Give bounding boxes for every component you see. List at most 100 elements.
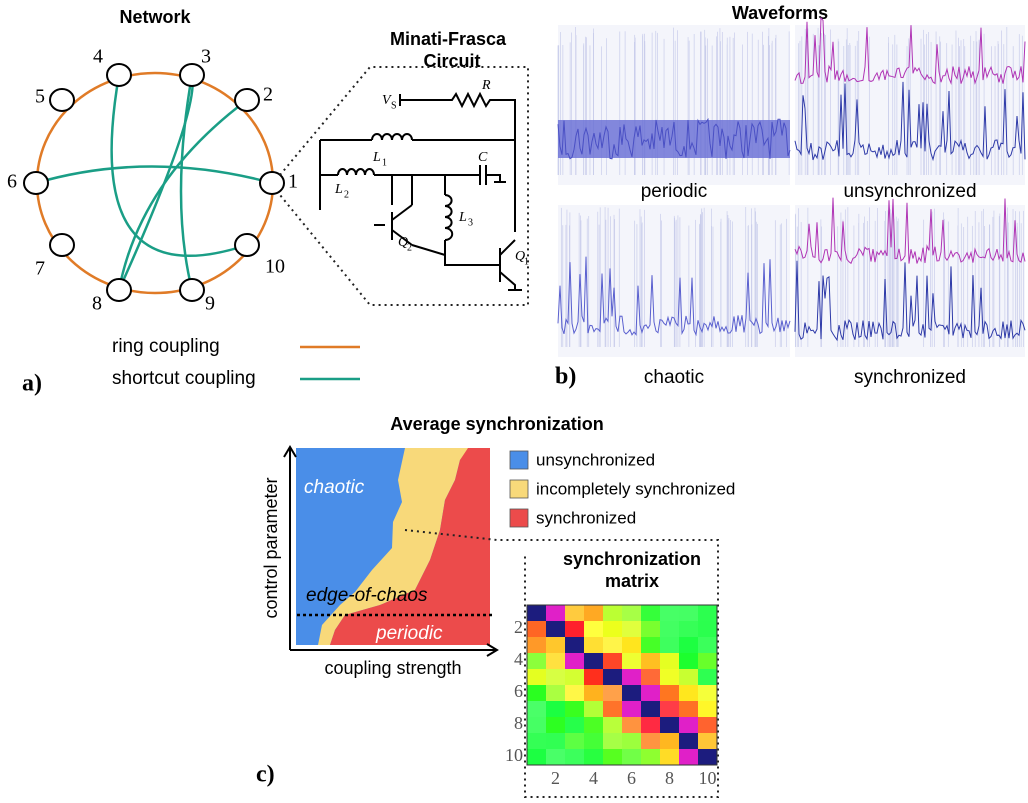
node-label: 8 — [92, 293, 102, 315]
circuit-wire — [392, 205, 412, 220]
component-subscript: 2 — [407, 242, 412, 253]
matrix-cell — [584, 621, 604, 638]
matrix-cell — [546, 717, 566, 734]
matrix-tick: 8 — [665, 768, 674, 788]
matrix-cell — [603, 605, 623, 622]
network-title: Network — [119, 7, 191, 27]
matrix-cell — [698, 653, 718, 670]
matrix-cell — [584, 733, 604, 750]
matrix-tick: 6 — [514, 681, 523, 701]
circuit-wire — [486, 175, 500, 182]
waveform-caption: chaotic — [644, 367, 704, 388]
node — [180, 279, 204, 301]
matrix-cell — [641, 701, 661, 718]
matrix-cell — [622, 605, 642, 622]
node — [50, 89, 74, 111]
panel-label: a) — [22, 371, 42, 397]
region-label: edge-of-chaos — [306, 585, 428, 606]
matrix-cell — [622, 701, 642, 718]
matrix-cell — [641, 605, 661, 622]
waveforms-title: Waveforms — [732, 3, 828, 23]
node — [24, 172, 48, 194]
matrix-cell — [546, 653, 566, 670]
inductor — [445, 195, 452, 240]
legend-label: synchronized — [536, 508, 636, 527]
matrix-cell — [546, 749, 566, 766]
inductor — [338, 169, 374, 175]
node-label: 7 — [35, 258, 45, 280]
matrix-tick: 4 — [514, 649, 523, 669]
matrix-cell — [641, 733, 661, 750]
matrix-cell — [660, 685, 680, 702]
node — [107, 279, 131, 301]
matrix-cell — [641, 669, 661, 686]
axis-label: control parameter — [261, 477, 281, 618]
matrix-tick: 4 — [589, 768, 598, 788]
matrix-cell — [527, 749, 547, 766]
legend-swatch — [510, 480, 528, 498]
matrix-cell — [622, 685, 642, 702]
panel-label: b) — [555, 364, 576, 390]
matrix-cell — [679, 701, 699, 718]
matrix-cell — [698, 701, 718, 718]
matrix-cell — [698, 733, 718, 750]
zoom-outline — [280, 67, 528, 305]
matrix-cell — [660, 717, 680, 734]
node-label: 4 — [93, 46, 103, 68]
matrix-cell — [679, 637, 699, 654]
matrix-cell — [641, 621, 661, 638]
matrix-cell — [698, 605, 718, 622]
matrix-cell — [641, 717, 661, 734]
matrix-tick: 10 — [699, 768, 717, 788]
waveform-caption: periodic — [641, 181, 708, 202]
matrix-cell — [660, 621, 680, 638]
matrix-cell — [622, 749, 642, 766]
waveform-caption: synchronized — [854, 367, 966, 388]
matrix-tick: 2 — [514, 617, 523, 637]
matrix-cell — [622, 621, 642, 638]
matrix-cell — [660, 701, 680, 718]
matrix-cell — [565, 733, 585, 750]
component-symbol: L — [458, 210, 467, 225]
matrix-cell — [622, 637, 642, 654]
matrix-cell — [565, 685, 585, 702]
matrix-cell — [660, 733, 680, 750]
matrix-cell — [527, 637, 547, 654]
matrix-cell — [527, 733, 547, 750]
matrix-cell — [546, 637, 566, 654]
matrix-title: matrix — [605, 571, 659, 591]
matrix-cell — [584, 717, 604, 734]
region-label: chaotic — [304, 477, 365, 498]
matrix-title: synchronization — [563, 549, 701, 569]
node — [107, 64, 131, 86]
node — [235, 89, 259, 111]
inductor — [372, 134, 412, 140]
matrix-cell — [527, 685, 547, 702]
matrix-cell — [660, 669, 680, 686]
circuit-wire — [445, 240, 500, 265]
matrix-cell — [698, 621, 718, 638]
matrix-cell — [527, 717, 547, 734]
matrix-cell — [698, 637, 718, 654]
component-symbol: C — [478, 150, 488, 165]
matrix-tick: 6 — [627, 768, 636, 788]
matrix-cell — [603, 637, 623, 654]
matrix-cell — [679, 605, 699, 622]
axis-label: coupling strength — [324, 658, 461, 678]
matrix-cell — [622, 653, 642, 670]
legend-label: incompletely synchronized — [536, 479, 735, 498]
component-subscript: S — [391, 100, 397, 111]
panel-label: c) — [256, 762, 275, 788]
circuit-wire — [500, 240, 515, 255]
matrix-cell — [622, 733, 642, 750]
matrix-cell — [603, 621, 623, 638]
circuit-wire — [500, 272, 515, 290]
sync-title: Average synchronization — [390, 414, 603, 434]
matrix-cell — [584, 669, 604, 686]
node-label: 10 — [265, 256, 285, 278]
component-subscript: 2 — [344, 189, 349, 200]
matrix-cell — [660, 653, 680, 670]
region-label: periodic — [375, 623, 443, 644]
circuit-title: Minati-Frasca — [390, 29, 507, 49]
node-label: 3 — [201, 46, 211, 68]
